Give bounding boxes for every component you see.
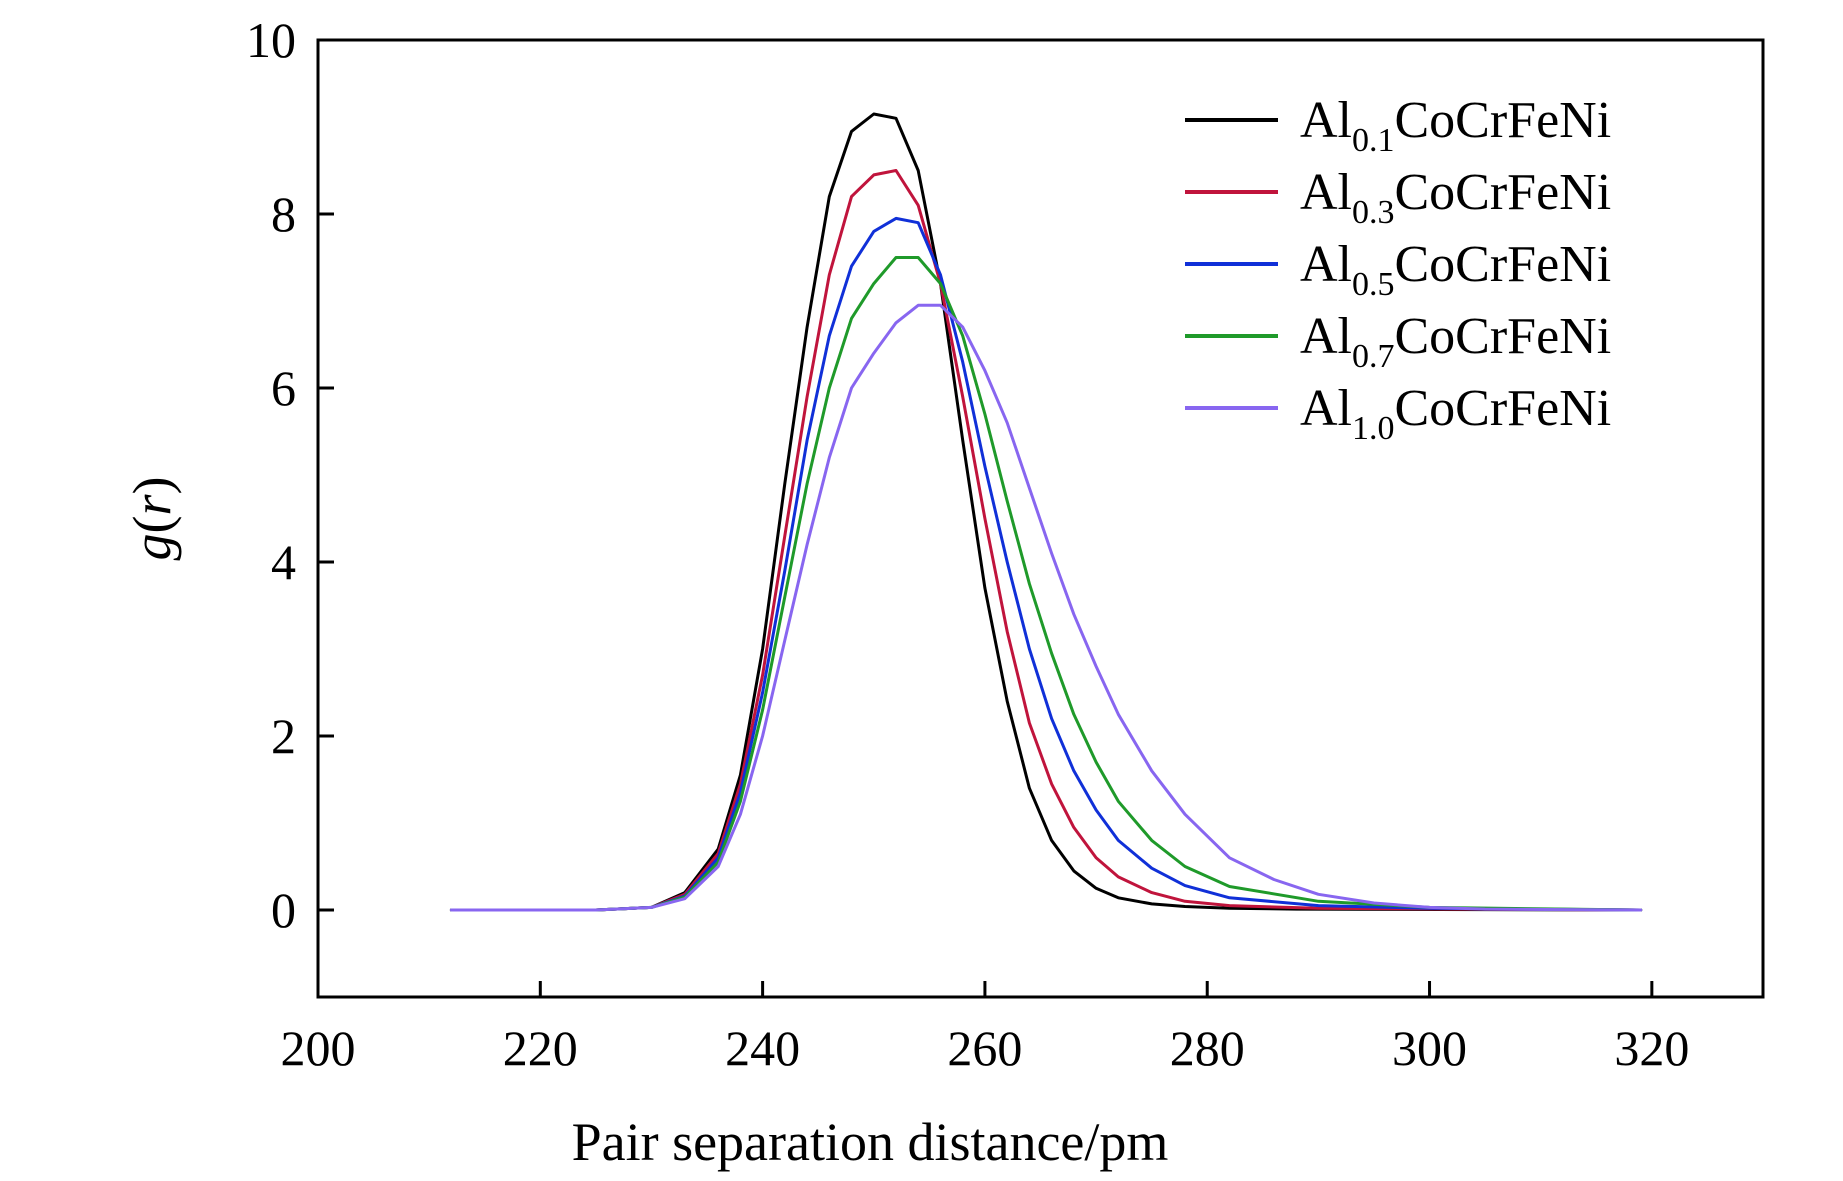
x-tick-label: 280 bbox=[1170, 1020, 1245, 1076]
legend-label-subscript: 0.3 bbox=[1352, 194, 1395, 231]
x-tick-label: 320 bbox=[1614, 1020, 1689, 1076]
legend-label-suffix: CoCrFeNi bbox=[1395, 308, 1612, 365]
x-tick-label: 200 bbox=[281, 1020, 356, 1076]
legend-label-subscript: 0.1 bbox=[1352, 122, 1395, 159]
legend-label-suffix: CoCrFeNi bbox=[1395, 92, 1612, 149]
series-line-0 bbox=[449, 112, 1643, 912]
legend-label-0: Al0.1CoCrFeNi bbox=[1300, 92, 1611, 159]
x-tick-label: 260 bbox=[947, 1020, 1022, 1076]
x-tick-label: 220 bbox=[503, 1020, 578, 1076]
legend-label-3: Al0.7CoCrFeNi bbox=[1300, 308, 1611, 375]
legend-label-prefix: Al bbox=[1300, 236, 1352, 293]
legend-label-2: Al0.5CoCrFeNi bbox=[1300, 236, 1611, 303]
legend-label-subscript: 0.5 bbox=[1352, 266, 1395, 303]
legend-label-subscript: 1.0 bbox=[1352, 410, 1395, 447]
y-tick-label: 0 bbox=[271, 882, 296, 938]
series-line-3 bbox=[449, 256, 1643, 912]
y-tick-label: 8 bbox=[271, 186, 296, 242]
legend-label-prefix: Al bbox=[1300, 92, 1352, 149]
plot-frame-layer bbox=[316, 38, 1765, 999]
y-tick-label: 6 bbox=[271, 360, 296, 416]
series-line-4 bbox=[449, 303, 1643, 912]
legend-label-prefix: Al bbox=[1300, 164, 1352, 221]
y-tick-label: 2 bbox=[271, 708, 296, 764]
x-tick-label: 240 bbox=[725, 1020, 800, 1076]
legend-label-prefix: Al bbox=[1300, 308, 1352, 365]
series-layer bbox=[449, 112, 1643, 912]
legend-label-prefix: Al bbox=[1300, 380, 1352, 437]
legend-label-suffix: CoCrFeNi bbox=[1395, 236, 1612, 293]
legend-label-suffix: CoCrFeNi bbox=[1395, 164, 1612, 221]
plot-frame bbox=[316, 38, 1765, 999]
legend-label-suffix: CoCrFeNi bbox=[1395, 380, 1612, 437]
series-line-2 bbox=[449, 216, 1643, 912]
legend-label-subscript: 0.7 bbox=[1352, 338, 1395, 375]
legend-label-1: Al0.3CoCrFeNi bbox=[1300, 164, 1611, 231]
x-axis-title: Pair separation distance/pm bbox=[572, 1112, 1169, 1172]
y-axis-title: g(r) bbox=[122, 477, 182, 561]
y-tick-label: 10 bbox=[246, 12, 296, 68]
y-tick-label: 4 bbox=[271, 534, 296, 590]
x-tick-label: 300 bbox=[1392, 1020, 1467, 1076]
legend-label-4: Al1.0CoCrFeNi bbox=[1300, 380, 1611, 447]
series-line-1 bbox=[449, 169, 1643, 912]
legend: Al0.1CoCrFeNiAl0.3CoCrFeNiAl0.5CoCrFeNiA… bbox=[1185, 92, 1611, 447]
ticks-layer: 200 220 240 260 280 300 320 0 2 4 6 8 10 bbox=[246, 12, 1689, 1076]
